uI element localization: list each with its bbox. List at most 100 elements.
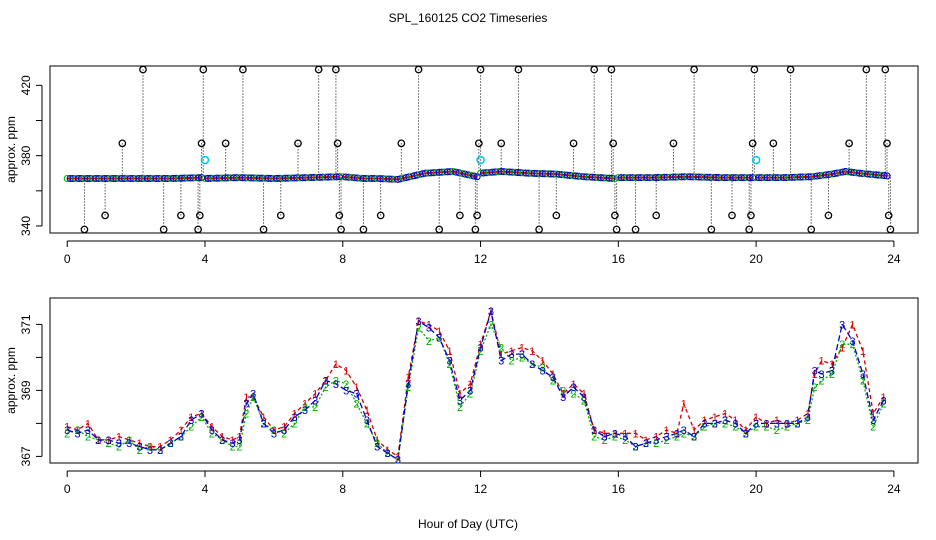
panel-top-x-tick-label: 24 bbox=[887, 252, 901, 266]
series-3-point-label: 3 bbox=[157, 445, 163, 457]
series-3-point-label: 3 bbox=[829, 366, 835, 378]
series-1-point-label: 1 bbox=[753, 412, 759, 424]
series-1-point-label: 1 bbox=[343, 366, 349, 378]
series-3-point-label: 3 bbox=[85, 425, 91, 437]
series-1-point-label: 1 bbox=[477, 339, 483, 351]
series-2-point-label: 2 bbox=[405, 382, 411, 394]
series-1-point-label: 1 bbox=[64, 422, 70, 434]
series-3-point-label: 3 bbox=[839, 319, 845, 331]
panel-bottom-y-tick-label: 367 bbox=[19, 446, 33, 466]
outlier-point bbox=[845, 139, 853, 148]
series-3-point-label: 3 bbox=[302, 405, 308, 417]
series-1-point-label: 1 bbox=[601, 428, 607, 440]
outlier-point bbox=[862, 65, 871, 74]
series-3-point-label: 3 bbox=[763, 418, 769, 430]
outlier-point bbox=[590, 65, 599, 74]
outlier-point bbox=[612, 225, 621, 234]
series-3-point-label: 3 bbox=[632, 442, 638, 454]
outlier-point bbox=[80, 225, 89, 234]
series-3-point-label: 3 bbox=[643, 438, 649, 450]
outlier-point bbox=[707, 225, 716, 234]
series-3-point-label: 3 bbox=[519, 349, 525, 361]
series-1-point-label: 1 bbox=[85, 418, 91, 430]
series-2-point-label: 2 bbox=[446, 359, 452, 371]
series-3-point-label: 3 bbox=[612, 428, 618, 440]
series-1-point-label: 1 bbox=[405, 372, 411, 384]
series-3-point-label: 3 bbox=[167, 438, 173, 450]
series-2-point-label: 2 bbox=[860, 376, 866, 388]
outlier-point bbox=[652, 211, 661, 220]
series-2-point-label: 2 bbox=[198, 412, 204, 424]
outlier-point bbox=[474, 139, 483, 148]
series-1-point-label: 1 bbox=[774, 415, 780, 427]
series-3-point-label: 3 bbox=[343, 385, 349, 397]
series-1-point-label: 1 bbox=[229, 435, 235, 447]
series-1-point-label: 1 bbox=[829, 359, 835, 371]
series-3-point-label: 3 bbox=[236, 435, 242, 447]
series-1-point-label: 1 bbox=[291, 409, 297, 421]
outlier-point bbox=[514, 65, 523, 74]
series-2-point-label: 2 bbox=[880, 399, 886, 411]
outlier-point bbox=[535, 225, 543, 234]
series-2-point-label: 2 bbox=[64, 428, 70, 440]
series-3-point-label: 3 bbox=[712, 418, 718, 430]
series-2-point-label: 2 bbox=[681, 428, 687, 440]
highlight-marker bbox=[751, 155, 761, 165]
series-1-point-label: 1 bbox=[322, 376, 328, 388]
series-2-point-label: 2 bbox=[643, 438, 649, 450]
series-3-point-label: 3 bbox=[291, 412, 297, 424]
series-2-point-label: 2 bbox=[622, 435, 628, 447]
series-2-point-label: 2 bbox=[712, 418, 718, 430]
series-2-point-label: 2 bbox=[691, 432, 697, 444]
series-3-point-label: 3 bbox=[701, 418, 707, 430]
series-1-point-label: 1 bbox=[701, 415, 707, 427]
series-3-point-label: 3 bbox=[64, 425, 70, 437]
series-1-point-label: 1 bbox=[364, 405, 370, 417]
series-1-point-label: 1 bbox=[550, 369, 556, 381]
series-2-point-label: 2 bbox=[539, 362, 545, 374]
outlier-point bbox=[747, 211, 755, 220]
series-2-line bbox=[67, 322, 885, 461]
series-1-point-label: 1 bbox=[147, 442, 153, 454]
outlier-point bbox=[414, 65, 423, 74]
series-3-point-label: 3 bbox=[126, 438, 132, 450]
series-2-point-label: 2 bbox=[219, 435, 225, 447]
series-3-point-label: 3 bbox=[74, 428, 80, 440]
series-1-point-label: 1 bbox=[643, 435, 649, 447]
panel-bottom-x-tick-label: 8 bbox=[339, 482, 346, 496]
series-2-point-label: 2 bbox=[136, 445, 142, 457]
series-3-point-label: 3 bbox=[691, 432, 697, 444]
series-1-point-label: 1 bbox=[812, 369, 818, 381]
series-2-point-label: 2 bbox=[805, 415, 811, 427]
outlier-point bbox=[397, 139, 406, 148]
series-3-point-label: 3 bbox=[581, 392, 587, 404]
panel-bottom-x-axis: 0 4 8 12 16 20 24 bbox=[64, 470, 901, 496]
series-3-point-label: 3 bbox=[784, 418, 790, 430]
outlier-point bbox=[748, 139, 757, 148]
panel-top-x-tick-label: 4 bbox=[202, 252, 209, 266]
series-2-point-label: 2 bbox=[488, 319, 494, 331]
series-2-point-label: 2 bbox=[374, 438, 380, 450]
series-2-point-label: 2 bbox=[519, 352, 525, 364]
series-1-point-label: 1 bbox=[849, 319, 855, 331]
series-3-point-label: 3 bbox=[178, 432, 184, 444]
series-2-point-label: 2 bbox=[743, 428, 749, 440]
x-axis-title: Hour of Day (UTC) bbox=[418, 517, 518, 531]
series-2-point-label: 2 bbox=[167, 438, 173, 450]
series-1-point-label: 1 bbox=[250, 392, 256, 404]
outlier-point bbox=[750, 65, 759, 74]
series-3-point-label: 3 bbox=[681, 425, 687, 437]
series-1-point-label: 1 bbox=[260, 412, 266, 424]
outlier-point bbox=[337, 225, 345, 234]
baseline-point bbox=[470, 172, 478, 180]
outlier-point bbox=[476, 65, 485, 74]
outlier-point bbox=[118, 139, 127, 148]
series-2-point-label: 2 bbox=[343, 379, 349, 391]
series-3-point-label: 3 bbox=[477, 343, 483, 355]
series-2-point-label: 2 bbox=[395, 455, 401, 467]
outlier-point bbox=[194, 225, 202, 234]
series-1-point-label: 1 bbox=[722, 409, 728, 421]
series-3-point-label: 3 bbox=[539, 366, 545, 378]
series-3-point-label: 3 bbox=[870, 415, 876, 427]
series-3-point-label: 3 bbox=[794, 418, 800, 430]
